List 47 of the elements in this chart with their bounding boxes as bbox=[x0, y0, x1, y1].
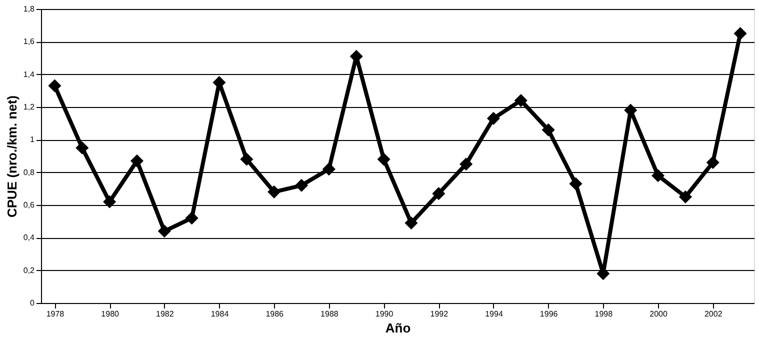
point bbox=[295, 178, 308, 192]
x-tick-label: 1992 bbox=[430, 310, 449, 318]
x-tick-label: 2002 bbox=[704, 310, 723, 318]
point bbox=[432, 187, 446, 200]
x-tick-label: 1994 bbox=[485, 310, 504, 318]
y-tick-label: 0,4 bbox=[23, 233, 36, 242]
x-tick-label: 1982 bbox=[156, 310, 174, 318]
point bbox=[158, 224, 171, 238]
point bbox=[486, 112, 500, 125]
x-tick-label: 1996 bbox=[540, 310, 558, 318]
x-tick-label: 1990 bbox=[375, 310, 394, 318]
y-tick-label: 1,8 bbox=[23, 4, 36, 14]
x-tick-label: 1978 bbox=[46, 310, 65, 318]
point bbox=[48, 79, 62, 92]
point bbox=[185, 212, 198, 225]
x-tick-label: 1980 bbox=[101, 310, 120, 318]
point bbox=[322, 162, 336, 176]
point bbox=[404, 216, 418, 230]
point bbox=[130, 154, 144, 168]
y-tick-label: 1,6 bbox=[23, 37, 36, 46]
point bbox=[460, 158, 473, 171]
y-axis-title: CPUE (nro./km. net) bbox=[4, 95, 20, 218]
y-tick-label: 0 bbox=[30, 298, 36, 308]
point bbox=[569, 177, 582, 190]
point bbox=[377, 152, 390, 166]
y-tick-label: 0,8 bbox=[23, 168, 36, 177]
x-axis-title: Año bbox=[385, 320, 411, 336]
y-tick-label: 1,2 bbox=[23, 102, 36, 112]
x-tick-label: 1988 bbox=[320, 310, 339, 318]
point bbox=[652, 169, 665, 182]
x-tick-label: 1998 bbox=[594, 310, 614, 318]
point bbox=[76, 141, 89, 154]
point bbox=[240, 152, 254, 166]
x-tick-label: 1984 bbox=[210, 310, 230, 318]
y-tick-label: 1,4 bbox=[23, 70, 36, 79]
point bbox=[678, 190, 692, 204]
y-tick-label: 0,2 bbox=[23, 266, 36, 275]
y-tick-label: 1 bbox=[30, 135, 36, 144]
point bbox=[734, 26, 747, 40]
point bbox=[542, 123, 555, 136]
point bbox=[706, 156, 720, 170]
x-tick-label: 1986 bbox=[266, 310, 284, 318]
point bbox=[103, 195, 116, 208]
y-tick-label: 0,6 bbox=[23, 200, 36, 210]
x-tick-label: 2000 bbox=[650, 310, 668, 318]
point bbox=[514, 94, 528, 107]
point bbox=[268, 185, 281, 198]
